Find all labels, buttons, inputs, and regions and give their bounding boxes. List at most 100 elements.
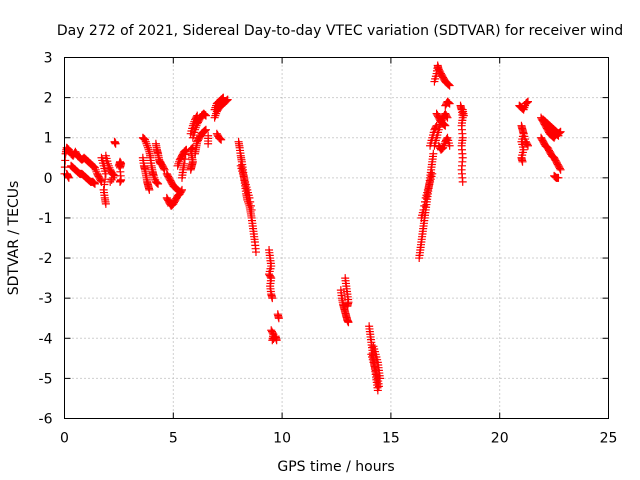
data-point: [101, 175, 110, 184]
data-point: [442, 135, 451, 144]
data-point: [519, 105, 528, 114]
data-point: [175, 157, 184, 166]
data-point: [144, 145, 153, 154]
data-point: [445, 99, 454, 108]
y-tick-label: -6: [39, 412, 53, 428]
data-point: [439, 143, 448, 152]
data-point: [211, 103, 220, 112]
data-point: [61, 156, 70, 165]
data-point: [177, 187, 186, 196]
x-tick-label: 0: [60, 431, 69, 447]
data-point: [90, 179, 99, 188]
data-point: [216, 135, 225, 144]
data-point: [201, 126, 210, 135]
y-tick-label: -3: [39, 291, 53, 307]
data-point: [143, 143, 152, 152]
data-point: [245, 193, 254, 202]
data-point: [90, 179, 99, 188]
data-point: [444, 98, 453, 107]
data-point: [145, 185, 154, 194]
data-point: [523, 140, 532, 149]
data-point: [439, 120, 448, 129]
data-point: [343, 302, 352, 311]
data-point: [153, 179, 162, 188]
data-point: [217, 94, 226, 103]
data-point: [344, 318, 353, 327]
data-point: [212, 109, 221, 118]
data-point: [251, 248, 260, 257]
data-point: [100, 180, 109, 189]
data-point: [152, 178, 161, 187]
data-point: [111, 139, 120, 148]
data-point: [210, 105, 219, 114]
data-point: [218, 94, 227, 103]
x-axis-label: GPS time / hours: [277, 459, 394, 475]
data-point: [92, 167, 101, 176]
data-point: [210, 113, 219, 122]
data-point: [178, 173, 187, 182]
y-tick-label: -1: [39, 211, 53, 227]
data-point: [89, 178, 98, 187]
data-point: [106, 177, 115, 186]
data-point: [523, 98, 532, 107]
plot-frame: [64, 57, 609, 419]
x-tick-label: 25: [600, 431, 618, 447]
data-point: [201, 110, 210, 119]
data-point: [520, 103, 529, 112]
data-point: [523, 141, 532, 150]
x-tick-labels: 0 5 10 15 20 25: [60, 431, 617, 447]
data-point: [419, 205, 428, 214]
data-point: [246, 201, 255, 210]
data-point: [180, 147, 189, 156]
y-tick-label: 0: [44, 171, 53, 187]
data-point: [443, 113, 452, 122]
data-point: [211, 111, 220, 120]
data-point: [458, 177, 467, 186]
data-point: [189, 119, 198, 128]
y-tick-label: -2: [39, 251, 53, 267]
data-point: [556, 127, 565, 136]
data-point: [64, 173, 73, 182]
data-point: [445, 141, 454, 150]
data-point: [192, 112, 201, 121]
data-point: [142, 139, 151, 148]
data-point: [141, 135, 150, 144]
data-point: [268, 294, 277, 303]
data-point: [200, 127, 209, 136]
data-point: [522, 98, 531, 107]
x-tick-label: 10: [273, 431, 291, 447]
data-point: [459, 111, 468, 120]
data-point: [149, 171, 158, 180]
data-point: [180, 155, 189, 164]
data-point: [107, 175, 116, 184]
data-point: [440, 139, 449, 148]
data-point: [201, 111, 210, 120]
data-point: [373, 386, 382, 395]
data-point: [376, 374, 385, 383]
chart-title: Day 272 of 2021, Sidereal Day-to-day VTE…: [57, 23, 623, 39]
data-point: [215, 134, 224, 143]
x-tick-label: 15: [382, 431, 400, 447]
y-tick-label: -4: [39, 331, 53, 347]
data-point: [445, 81, 454, 90]
data-point: [518, 157, 527, 166]
data-point: [96, 176, 105, 185]
data-point: [219, 93, 228, 102]
data-point: [150, 173, 159, 182]
data-point: [159, 164, 168, 173]
data-point: [274, 314, 283, 323]
data-point: [201, 125, 210, 134]
data-point: [104, 161, 113, 170]
data-point: [90, 163, 99, 172]
data-point: [441, 121, 450, 130]
data-point: [181, 150, 190, 159]
grid: [64, 57, 609, 419]
y-tick-labels: 3 2 1 0 -1 -2 -3 -4 -5 -6: [39, 51, 53, 428]
data-point: [178, 185, 187, 194]
data-points: [60, 61, 565, 395]
data-point: [523, 97, 532, 106]
data-point: [154, 179, 163, 188]
data-point: [554, 173, 563, 182]
data-point: [109, 173, 118, 182]
